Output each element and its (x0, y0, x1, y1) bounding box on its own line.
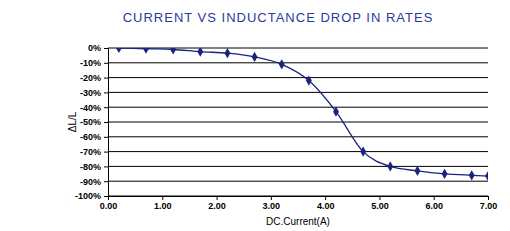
y-tick-label: -10% (80, 58, 101, 68)
y-tick-label: -60% (80, 132, 101, 142)
grid-line (108, 181, 488, 182)
y-tick-mark (104, 92, 108, 93)
data-line (119, 48, 488, 176)
y-tick-label: -70% (80, 147, 101, 157)
x-tick-label: 4.00 (317, 201, 335, 211)
x-axis-line (109, 197, 489, 201)
data-point (414, 166, 420, 176)
grid-line (108, 62, 488, 63)
x-tick-label: 5.00 (371, 201, 389, 211)
y-tick-label: -30% (80, 88, 101, 98)
x-tick: 6.00 (425, 196, 443, 211)
grid-line (108, 136, 488, 137)
data-point (360, 147, 366, 157)
x-tick-label: 1.00 (154, 201, 172, 211)
y-axis-line (104, 49, 109, 197)
x-tick: 7.00 (480, 196, 498, 211)
data-point (442, 169, 448, 179)
y-tick-mark (104, 78, 108, 79)
x-tick-label: 0.00 (100, 201, 118, 211)
x-tick-label: 2.00 (208, 201, 226, 211)
x-tick: 2.00 (208, 196, 226, 211)
y-tick: -40% (80, 103, 108, 113)
y-tick: -60% (80, 132, 108, 142)
data-point (387, 161, 393, 171)
y-tick-label: -100% (75, 191, 101, 201)
data-point (469, 170, 475, 180)
x-tick-mark (108, 196, 109, 200)
y-tick-mark (104, 152, 108, 153)
x-tick-mark (325, 196, 326, 200)
y-tick-label: -50% (80, 117, 101, 127)
x-tick: 3.00 (263, 196, 281, 211)
data-point (333, 107, 339, 117)
x-tick-mark (434, 196, 435, 200)
grid-line (108, 77, 488, 78)
y-tick-mark (104, 122, 108, 123)
data-point (306, 75, 312, 85)
y-tick-mark (104, 107, 108, 108)
y-tick: -10% (80, 58, 108, 68)
y-tick: -30% (80, 88, 108, 98)
data-point (143, 48, 149, 54)
grid-line (108, 48, 488, 49)
y-tick-label: -80% (80, 162, 101, 172)
y-tick: -50% (80, 117, 108, 127)
y-tick-label: 0% (88, 43, 101, 53)
x-tick: 0.00 (100, 196, 118, 211)
y-tick-label: -40% (80, 103, 101, 113)
grid-line (108, 151, 488, 152)
y-tick: 0% (88, 43, 108, 53)
x-tick-label: 3.00 (263, 201, 281, 211)
data-point (252, 52, 258, 62)
y-tick-mark (104, 196, 108, 197)
y-tick: -20% (80, 73, 108, 83)
data-point (279, 59, 285, 69)
grid-line (108, 122, 488, 123)
grid-line (108, 166, 488, 167)
data-point (116, 48, 122, 53)
x-tick-mark (488, 196, 489, 200)
plot-area (116, 48, 488, 181)
grid (108, 48, 488, 196)
x-tick: 5.00 (371, 196, 389, 211)
data-point (170, 48, 176, 55)
data-point (224, 48, 230, 58)
x-axis-title: DC.Current(A) (266, 216, 330, 227)
y-tick-mark (104, 166, 108, 167)
y-tick: -80% (80, 162, 108, 172)
y-tick-mark (104, 48, 108, 49)
grid-line (108, 107, 488, 108)
y-tick-mark (104, 137, 108, 138)
y-axis-title: ΔL/L (67, 111, 78, 132)
chart: CURRENT VS INDUCTANCE DROP IN RATES 0% -10… (0, 0, 510, 231)
y-tick: -90% (80, 177, 108, 187)
x-tick: 4.00 (317, 196, 335, 211)
y-tick-mark (104, 181, 108, 182)
y-axis: 0% -10% -20% -30% -40% -50% -60% -70% -80% -90% -1… (75, 43, 109, 201)
y-tick-label: -90% (80, 177, 101, 187)
x-tick-mark (271, 196, 272, 200)
x-tick-label: 7.00 (480, 201, 498, 211)
x-tick-mark (217, 196, 218, 200)
x-tick-mark (162, 196, 163, 200)
title: CURRENT VS INDUCTANCE DROP IN RATES (123, 10, 434, 25)
y-tick: -100% (75, 191, 108, 201)
data-point (197, 48, 203, 57)
data-point (485, 171, 488, 181)
x-tick-mark (379, 196, 380, 200)
y-tick-label: -20% (80, 73, 101, 83)
y-tick: -70% (80, 147, 108, 157)
x-tick: 1.00 (154, 196, 172, 211)
x-tick-label: 6.00 (425, 201, 443, 211)
x-axis: 0.00 1.00 2.00 3.00 4.00 5.00 6.00 7.00 (100, 196, 498, 211)
y-tick-mark (104, 63, 108, 64)
grid-line (108, 92, 488, 93)
